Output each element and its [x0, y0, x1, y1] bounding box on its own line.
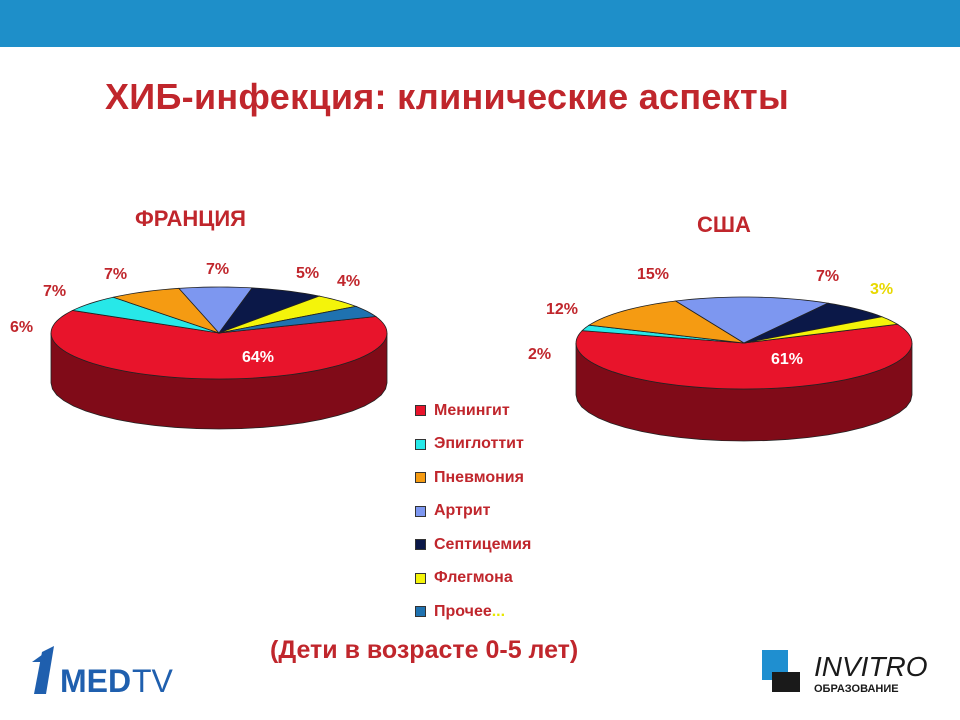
- legend-item-meningitis: Менингит: [415, 394, 531, 428]
- chart-title-usa: США: [697, 212, 751, 237]
- pie-slice-Прочее: [218, 305, 377, 334]
- label-france-phlegmon: 5%: [296, 265, 320, 282]
- legend-item-pneumonia: Пневмония: [415, 461, 531, 495]
- svg-text:INVITRO: INVITRO: [814, 651, 928, 682]
- legend-swatch: [415, 405, 426, 417]
- legend-swatch: [415, 606, 426, 618]
- legend-label: Менингит: [434, 401, 510, 419]
- label-usa-meningitis: 61%: [771, 351, 804, 368]
- label-usa-phlegmon: 3%: [870, 281, 894, 298]
- label-france-epiglottitis: 6%: [10, 319, 34, 336]
- legend-label: Эпиглоттит: [434, 435, 524, 453]
- svg-text:ОБРАЗОВАНИЕ: ОБРАЗОВАНИЕ: [814, 683, 899, 695]
- pie-slice-Пневмония: [111, 287, 221, 334]
- legend-swatch: [415, 505, 426, 517]
- legend-swatch: [415, 438, 426, 450]
- pie-slice-Септицемия: [743, 302, 884, 344]
- label-usa-septicemia: 7%: [816, 268, 840, 285]
- slide-title: ХИБ-инфекция: клинические аспекты: [105, 76, 790, 117]
- label-france-pneumonia: 7%: [43, 283, 67, 300]
- pie-slice-Артрит: [674, 296, 830, 344]
- legend-swatch: [415, 539, 426, 551]
- legend-label: Септицемия: [434, 535, 532, 553]
- chart-legend: Менингит Эпиглоттит Пневмония Артрит Сеп…: [415, 394, 531, 629]
- pie-slice-Септицемия: [217, 287, 321, 334]
- chart-title-france: ФРАНЦИЯ: [135, 206, 246, 231]
- legend-item-septicemia: Септицемия: [415, 528, 531, 562]
- pie-slice-Эпиглоттит: [71, 296, 220, 334]
- pie-slice-Флегмона: [218, 295, 358, 334]
- label-france-arthritis: 7%: [104, 266, 128, 283]
- legend-item-arthritis: Артрит: [415, 495, 531, 529]
- legend-label: Артрит: [434, 502, 491, 520]
- pie-slice-Менингит: [575, 323, 913, 390]
- label-usa-pneumonia: 12%: [546, 301, 579, 318]
- legend-label: Флегмона: [434, 569, 513, 587]
- pie-slice-Флегмона: [743, 316, 899, 344]
- legend-item-phlegmon: Флегмона: [415, 562, 531, 596]
- label-france-other: 4%: [337, 273, 361, 290]
- label-france-meningitis: 64%: [242, 349, 275, 366]
- legend-swatch: [415, 572, 426, 584]
- svg-text:TV: TV: [132, 663, 174, 696]
- legend-label: Пневмония: [434, 468, 524, 486]
- legend-item-epiglottitis: Эпиглоттит: [415, 428, 531, 462]
- pie-slice-Пневмония: [587, 300, 745, 344]
- invitro-logo: INVITRO ОБРАЗОВАНИЕ: [762, 650, 928, 695]
- label-usa-epiglottitis: 2%: [528, 346, 552, 363]
- legend-item-other: Прочее...: [415, 595, 531, 629]
- legend-swatch: [415, 472, 426, 484]
- pie-slice-Менингит: [50, 310, 388, 380]
- top-bar: [0, 0, 960, 47]
- medtv-logo: MED TV: [32, 646, 174, 696]
- slide-subtitle: (Дети в возрасте 0-5 лет): [270, 636, 579, 664]
- pie-slice-Артрит: [178, 286, 253, 334]
- svg-text:MED: MED: [60, 663, 131, 696]
- label-usa-arthritis: 15%: [637, 266, 670, 283]
- label-france-septicemia: 7%: [206, 261, 230, 278]
- legend-label: Прочее...: [434, 602, 506, 620]
